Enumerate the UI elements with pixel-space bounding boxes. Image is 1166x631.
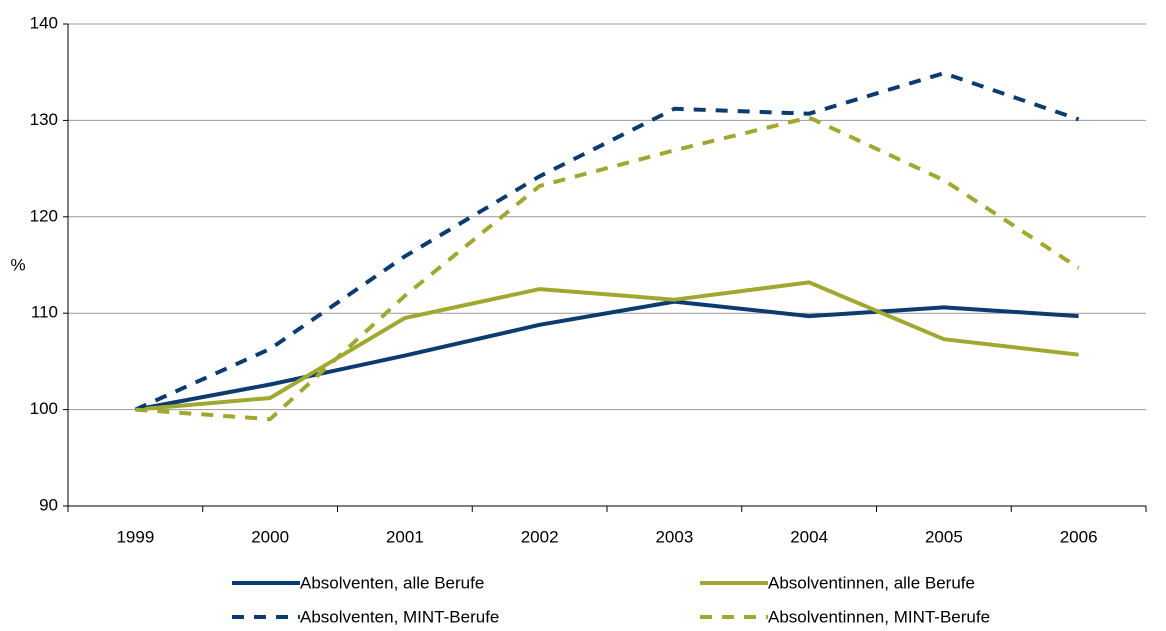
legend-label: Absolventinnen, alle Berufe (768, 573, 975, 592)
series-line (135, 299, 1079, 412)
x-tick-label: 2001 (386, 527, 424, 546)
x-tick-label: 2006 (1060, 527, 1098, 546)
x-tick-label: 2005 (925, 527, 963, 546)
x-tick-label: 2004 (790, 527, 828, 546)
x-tick-label: 2000 (251, 527, 289, 546)
x-tick-label: 2002 (521, 527, 559, 546)
y-axis-label: % (10, 255, 25, 274)
x-tick-label: 2003 (655, 527, 693, 546)
x-tick-label: 1999 (116, 527, 154, 546)
y-tick-label: 90 (39, 495, 58, 514)
series-line (134, 71, 1080, 412)
legend-label: Absolventen, MINT-Berufe (300, 607, 499, 626)
y-tick-label: 130 (30, 110, 58, 129)
y-tick-label: 100 (30, 399, 58, 418)
y-tick-label: 110 (31, 303, 58, 322)
y-tick-label: 140 (30, 13, 58, 32)
y-tick-label: 120 (30, 206, 58, 225)
series-line (135, 280, 1079, 412)
legend-label: Absolventinnen, MINT-Berufe (768, 607, 990, 626)
series-line (135, 115, 1080, 422)
legend-label: Absolventen, alle Berufe (300, 573, 484, 592)
